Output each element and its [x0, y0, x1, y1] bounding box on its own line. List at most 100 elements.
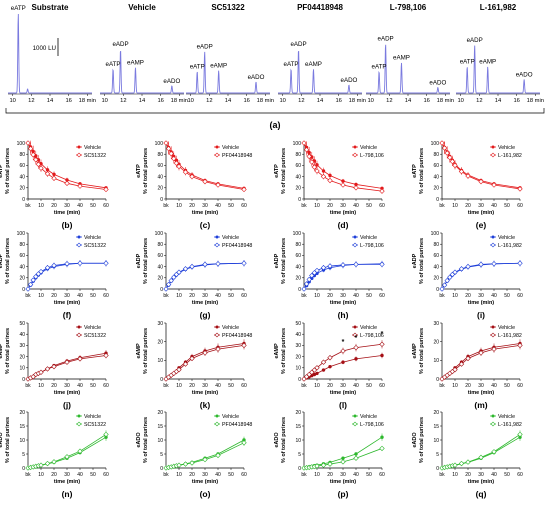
- panel-label: (b): [62, 220, 73, 230]
- y-tick-label: 80: [19, 242, 25, 248]
- chromatogram-panel: Vehicle eATP eADP eAMP eADO 10 12 14 16 18 min: [100, 3, 188, 104]
- legend-label: Vehicle: [84, 325, 101, 331]
- peak-label: eATP: [106, 61, 121, 68]
- x-axis-label: time (min): [468, 479, 494, 485]
- data-point: [320, 462, 327, 468]
- peak-label: eAMP: [479, 59, 496, 66]
- data-point: [215, 452, 221, 459]
- x-tick-label: 30: [64, 383, 70, 389]
- data-point: [353, 185, 359, 191]
- time-course-chart: 0 5 10 15 20 bk 10 20 30 40 50 60 time (min) eADO% of…: [0, 410, 109, 499]
- data-point: [449, 158, 456, 165]
- x-tick-label: bk: [163, 383, 169, 389]
- x-tick-label: 30: [340, 203, 346, 209]
- x-tick-label: 50: [366, 472, 372, 478]
- y-axis-label-unit: % of total purines: [5, 328, 11, 374]
- data-point: [517, 342, 523, 349]
- legend-label: L-161,982: [498, 422, 522, 428]
- data-point: [354, 357, 358, 361]
- chromatogram-tick-label: 10: [9, 98, 15, 104]
- y-tick-label: 40: [19, 264, 25, 270]
- y-tick-label: 10: [433, 438, 439, 444]
- y-axis-label-unit: % of total purines: [419, 238, 425, 284]
- x-tick-label: bk: [25, 203, 31, 209]
- x-tick-label: 40: [353, 383, 359, 389]
- y-tick-label: 0: [298, 377, 301, 383]
- legend-label: L-161,982: [498, 243, 522, 249]
- y-tick-label: 60: [295, 163, 301, 169]
- legend-marker: [352, 152, 358, 158]
- x-tick-label: 60: [379, 293, 385, 299]
- data-point: [321, 169, 326, 173]
- legend-marker: [353, 145, 357, 149]
- x-tick-label: 30: [202, 203, 208, 209]
- data-point: [380, 435, 384, 439]
- y-tick-label: 0: [160, 466, 163, 472]
- data-point: [341, 360, 345, 364]
- legend-marker: [76, 152, 82, 158]
- x-axis-label: time (min): [54, 300, 80, 306]
- y-tick-label: 20: [19, 276, 25, 282]
- chromatogram-tick-label: 10: [279, 98, 285, 104]
- data-point: [379, 445, 385, 452]
- data-point: [202, 456, 208, 463]
- panel-label: (l): [339, 400, 347, 410]
- data-point: [452, 366, 458, 373]
- y-tick-label: 0: [436, 466, 439, 472]
- data-point: [314, 267, 320, 274]
- data-point: [491, 261, 497, 267]
- y-tick-label: 40: [19, 332, 25, 338]
- peak-label: eADO: [341, 77, 358, 84]
- x-tick-label: bk: [439, 203, 445, 209]
- x-tick-label: 40: [491, 383, 497, 389]
- x-tick-label: 60: [103, 203, 109, 209]
- y-tick-label: 10: [157, 358, 163, 364]
- legend-marker: [215, 235, 219, 239]
- y-tick-label: 80: [295, 152, 301, 158]
- x-tick-label: 30: [340, 472, 346, 478]
- data-point: [38, 165, 44, 171]
- data-point: [303, 147, 310, 153]
- panel-label: (d): [338, 220, 349, 230]
- y-tick-label: 20: [19, 186, 25, 192]
- data-point: [444, 150, 450, 156]
- y-tick-label: 5: [160, 452, 163, 458]
- data-point: [176, 366, 182, 373]
- data-point: [312, 372, 317, 377]
- y-tick-label: 20: [433, 276, 439, 282]
- data-point: [173, 160, 180, 166]
- chromatogram-trace: [8, 13, 92, 94]
- data-point: [44, 460, 51, 467]
- y-tick-label: 60: [157, 163, 163, 169]
- y-tick-label: 100: [431, 231, 440, 237]
- y-axis-label: eADP: [0, 253, 4, 268]
- data-point: [215, 346, 221, 352]
- peak-label: eADO: [429, 79, 446, 86]
- x-tick-label: 60: [241, 383, 247, 389]
- x-tick-label: bk: [163, 293, 169, 299]
- y-axis-label: eAMP: [0, 343, 4, 359]
- legend-marker: [76, 332, 82, 338]
- y-tick-label: 20: [157, 276, 163, 282]
- x-tick-label: 60: [517, 293, 523, 299]
- y-tick-label: 0: [160, 197, 163, 203]
- data-point: [478, 454, 484, 461]
- x-tick-label: 60: [517, 472, 523, 478]
- legend-marker: [353, 235, 357, 239]
- y-tick-label: 10: [19, 438, 25, 444]
- data-point: [165, 281, 172, 288]
- y-tick-label: 60: [157, 253, 163, 259]
- data-point: [64, 180, 70, 187]
- x-tick-label: 20: [189, 203, 195, 209]
- data-point: [176, 269, 182, 275]
- data-point: [478, 178, 484, 185]
- x-tick-label: 10: [38, 383, 44, 389]
- x-tick-label: 40: [353, 293, 359, 299]
- y-tick-label: 20: [433, 339, 439, 345]
- legend-marker: [77, 325, 81, 329]
- x-tick-label: 30: [478, 293, 484, 299]
- x-tick-label: 10: [452, 203, 458, 209]
- y-tick-label: 40: [433, 264, 439, 270]
- y-tick-label: 15: [19, 424, 25, 430]
- x-tick-label: 10: [452, 383, 458, 389]
